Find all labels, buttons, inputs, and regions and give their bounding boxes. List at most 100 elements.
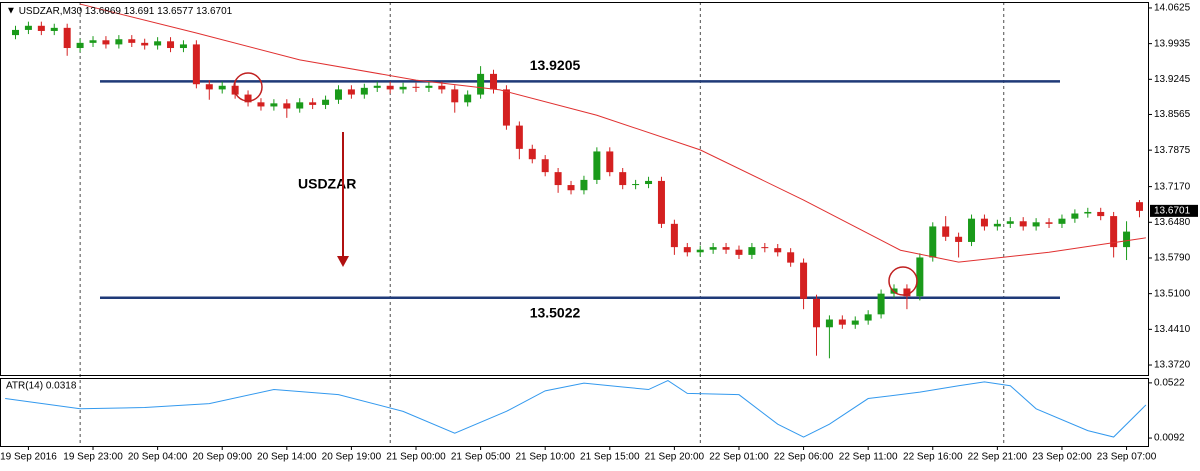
candle-body	[812, 298, 820, 328]
candle-body	[360, 87, 368, 95]
candle-body	[748, 247, 756, 255]
candle-body	[528, 148, 536, 160]
candle-body	[851, 320, 859, 325]
symbol-header: ▼ USDZAR,M30 13.6869 13.691 13.6577 13.6…	[6, 6, 233, 17]
candle-body	[709, 247, 717, 250]
candle-body	[1032, 222, 1040, 227]
y-tick-label: 13.4410	[1154, 324, 1191, 335]
candle-body	[218, 85, 226, 90]
x-tick-label: 22 Sep 11:00	[839, 452, 898, 463]
candle-body	[502, 89, 510, 126]
candle-body	[296, 102, 304, 109]
candle-body	[141, 42, 149, 46]
last-close: 13.6701	[196, 6, 233, 17]
candle-body	[800, 262, 808, 299]
candle-body	[877, 293, 885, 315]
candle-body	[347, 89, 355, 95]
candle-body	[1123, 231, 1131, 248]
x-tick-label: 20 Sep 14:00	[257, 452, 317, 463]
y-tick-label: 13.5790	[1154, 253, 1191, 264]
candle-body	[683, 247, 691, 253]
highlight-circle	[233, 72, 263, 102]
level-label: 13.5022	[530, 304, 581, 320]
candle-body	[438, 85, 446, 90]
candle-body	[722, 247, 730, 250]
candle-body	[580, 179, 588, 191]
x-tick-label: 21 Sep 15:00	[580, 452, 640, 463]
candle-body	[696, 249, 704, 253]
candle-body	[1071, 213, 1079, 219]
x-tick-label: 21 Sep 00:00	[386, 452, 446, 463]
candle-body	[554, 172, 562, 186]
y-tick-label: 13.9935	[1154, 38, 1191, 49]
candle-body	[606, 151, 614, 173]
candle-body	[192, 44, 200, 85]
x-tick-label: 20 Sep 19:00	[322, 452, 382, 463]
candle-body	[477, 73, 485, 95]
candle-body	[322, 99, 330, 105]
candle-body	[128, 39, 136, 43]
arrow-head	[337, 256, 349, 267]
annotation: USDZAR	[298, 176, 356, 192]
symbol: USDZAR,M30	[19, 6, 83, 17]
price-tag-label: 13.6701	[1154, 206, 1191, 217]
indicator-label: ATR(14) 0.0318	[6, 381, 77, 392]
x-tick-label: 22 Sep 21:00	[968, 452, 1028, 463]
x-tick-label: 19 Sep 23:00	[63, 452, 123, 463]
x-tick-label: 23 Sep 07:00	[1097, 452, 1157, 463]
candle-body	[154, 41, 162, 46]
candle-body	[464, 94, 472, 103]
candle-body	[645, 180, 653, 185]
y-tick-label: 13.5100	[1154, 288, 1191, 299]
candle-body	[515, 125, 523, 149]
candle-body	[1006, 221, 1014, 224]
y-tick-label: 13.7875	[1154, 145, 1191, 156]
candle-body	[864, 314, 872, 321]
candle-body	[24, 25, 32, 30]
candle-body	[1084, 211, 1092, 214]
candle-body	[399, 86, 407, 90]
candle-body	[593, 151, 601, 180]
candle-body	[37, 25, 45, 31]
candle-body	[50, 27, 58, 31]
x-tick-label: 21 Sep 20:00	[645, 452, 705, 463]
x-tick-label: 22 Sep 16:00	[903, 452, 963, 463]
indicator-panel	[0, 378, 1149, 447]
candle-body	[955, 236, 963, 242]
moving-average	[79, 3, 1147, 263]
candle-body	[205, 84, 213, 90]
candle-body	[1110, 216, 1118, 248]
y2-tick-label: 0.0522	[1154, 378, 1185, 389]
price-tag	[1150, 204, 1198, 217]
candle-body	[257, 102, 265, 107]
candle-body	[115, 39, 123, 45]
candle-body	[968, 218, 976, 242]
candle-body	[490, 73, 498, 90]
x-tick-label: 21 Sep 05:00	[451, 452, 511, 463]
candle-body	[283, 103, 291, 109]
level-label: 13.9205	[530, 57, 581, 73]
candle-body	[980, 218, 988, 227]
x-tick-label: 22 Sep 06:00	[774, 452, 834, 463]
x-tick-label: 22 Sep 01:00	[709, 452, 769, 463]
candle-body	[657, 180, 665, 224]
y2-tick-label: 0.0092	[1154, 433, 1185, 444]
candle-body	[89, 40, 97, 43]
candle-body	[787, 252, 795, 263]
candle-body	[619, 172, 627, 186]
candle-body	[632, 184, 640, 186]
last-open: 13.6869	[85, 6, 122, 17]
y-tick-label: 13.3720	[1154, 360, 1191, 371]
candle-body	[1019, 221, 1027, 227]
highlight-circle	[888, 266, 918, 296]
candle-body	[412, 86, 420, 88]
candle-body	[167, 41, 175, 49]
candle-body	[929, 226, 937, 258]
x-tick-label: 21 Sep 10:00	[515, 452, 575, 463]
candle-body	[838, 319, 846, 325]
candle-body	[425, 85, 433, 88]
last-low: 13.6577	[157, 6, 194, 17]
x-tick-label: 19 Sep 2016	[0, 452, 57, 463]
candle-body	[1058, 218, 1066, 224]
